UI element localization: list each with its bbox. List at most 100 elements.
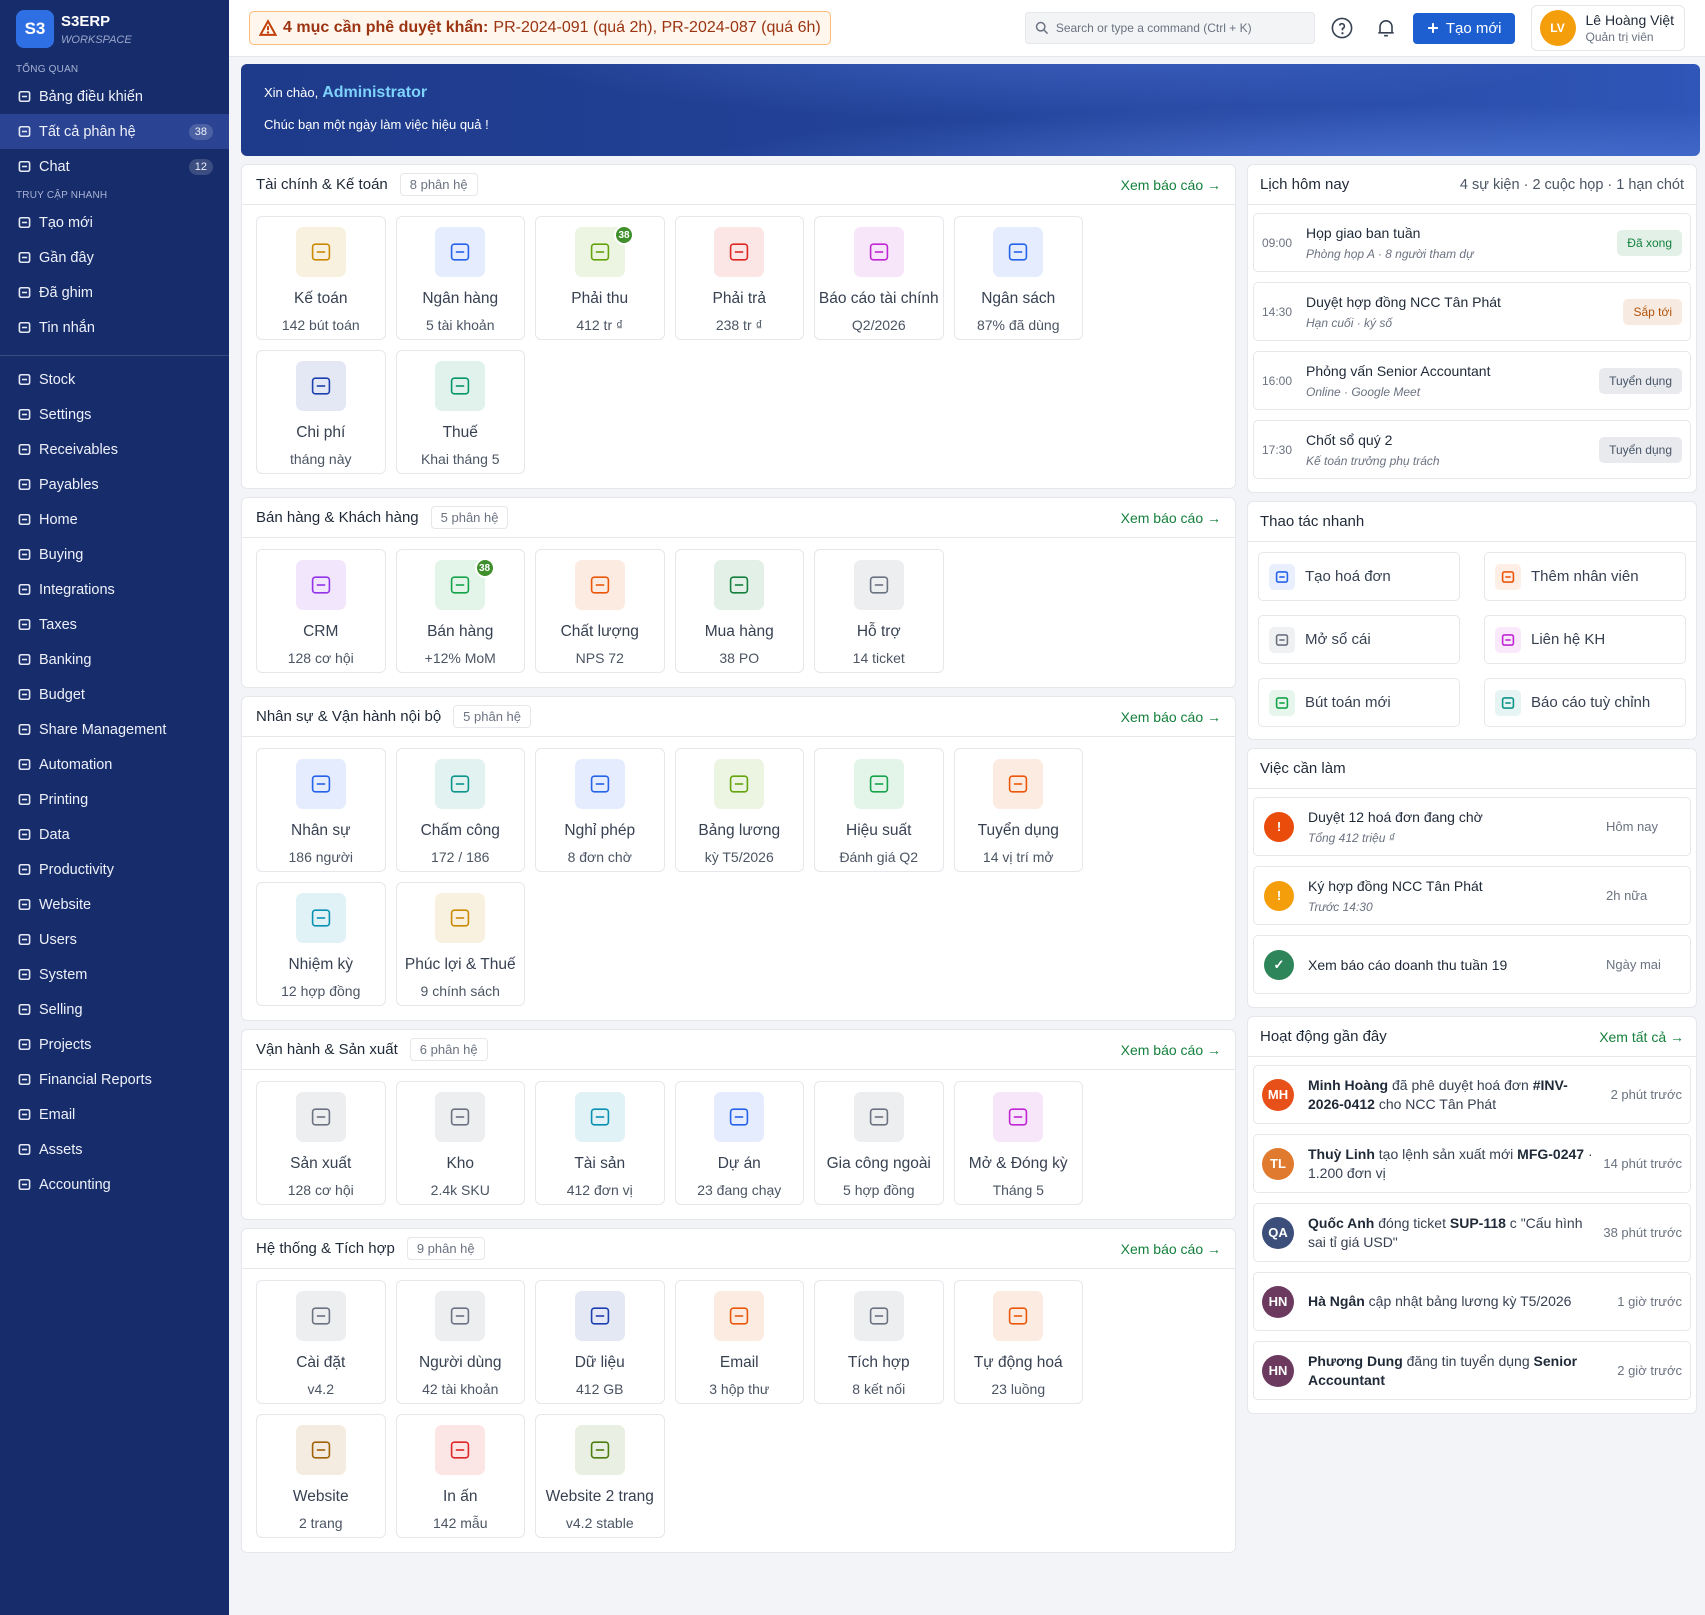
nav-item[interactable]: Financial Reports — [0, 1062, 229, 1097]
module-tile[interactable]: Mở & Đóng kỳ Tháng 5 — [953, 1081, 1083, 1205]
nav-item[interactable]: Payables — [0, 467, 229, 502]
event[interactable]: 17:30 Chốt sổ quý 2 Kế toán trưởng phụ trá… — [1253, 420, 1691, 479]
module-tile[interactable]: Nghỉ phép 8 đơn chờ — [535, 748, 665, 872]
module-tile[interactable]: Tuyển dụng 14 vị trí mở — [953, 748, 1083, 872]
nav-item[interactable]: Accounting — [0, 1167, 229, 1202]
event[interactable]: 09:00 Họp giao ban tuần Phòng họp A · 8 ng… — [1253, 213, 1691, 272]
module-tile[interactable]: Chấm công 172 / 186 — [395, 748, 525, 872]
module-tile[interactable]: Website 2 trang v4.2 stable — [535, 1414, 665, 1538]
activity-item[interactable]: MH Minh Hoàng đã phê duyệt hoá đơn #INV-2… — [1253, 1065, 1691, 1124]
group-link[interactable]: Xem báo cáo → — [1120, 509, 1221, 526]
nav-item[interactable]: Buying — [0, 537, 229, 572]
search[interactable]: Search or type a command (Ctrl + K) — [1024, 12, 1315, 44]
module-tile[interactable]: Mua hàng 38 PO — [674, 549, 804, 673]
group-link[interactable]: Xem báo cáo → — [1120, 1240, 1221, 1257]
module-tile[interactable]: Tích hợp 8 kết nối — [814, 1280, 944, 1404]
module-tile[interactable]: Dữ liệu 412 GB — [535, 1280, 665, 1404]
module-tile[interactable]: Gia công ngoài 5 hợp đồng — [814, 1081, 944, 1205]
icon-shape — [18, 251, 31, 264]
module-tile[interactable]: Phúc lợi & Thuế 9 chính sách — [395, 882, 525, 1006]
module-tile[interactable]: Sản xuất 128 cơ hội — [256, 1081, 386, 1205]
nav-item[interactable]: Selling — [0, 992, 229, 1027]
activity-item[interactable]: HN Hà Ngân cập nhật bảng lương kỳ T5/2026… — [1253, 1272, 1691, 1331]
module-tile[interactable]: Chất lượng NPS 72 — [535, 549, 665, 673]
quick-action[interactable]: Liên hệ KH — [1484, 615, 1686, 664]
activity-link[interactable]: Xem tất cả → — [1599, 1028, 1684, 1045]
icon-shape — [590, 1441, 609, 1459]
nav-item[interactable]: Tạo mới — [0, 205, 229, 240]
module-tile[interactable]: Email 3 hộp thư — [674, 1280, 804, 1404]
group-link[interactable]: Xem báo cáo → — [1120, 176, 1221, 193]
module-tile[interactable]: 38 Bán hàng +12% MoM — [395, 549, 525, 673]
nav-item[interactable]: Budget — [0, 677, 229, 712]
nav-item[interactable]: Settings — [0, 397, 229, 432]
module-tile[interactable]: Kế toán 142 bút toán — [256, 216, 386, 340]
nav-item[interactable]: Productivity — [0, 852, 229, 887]
nav-item[interactable]: Tất cả phân hệ 38 — [0, 114, 229, 149]
todo-item[interactable]: ✓ Xem báo cáo doanh thu tuần 19 Ngày mai — [1253, 935, 1691, 994]
nav-item[interactable]: Stock — [0, 362, 229, 397]
nav-item[interactable]: Users — [0, 922, 229, 957]
module-tile[interactable]: Ngân hàng 5 tài khoản — [395, 216, 525, 340]
module-tile[interactable]: Kho 2.4k SKU — [395, 1081, 525, 1205]
nav-item[interactable]: Assets — [0, 1132, 229, 1167]
user[interactable]: LV Lê Hoàng Việt Quản trị viên — [1530, 5, 1685, 51]
quick-action[interactable]: Thêm nhân viên — [1484, 552, 1686, 601]
module-tile[interactable]: Dự án 23 đang chạy — [674, 1081, 804, 1205]
activity-item[interactable]: QA Quốc Anh đóng ticket SUP-118 c "Cấu hì… — [1253, 1203, 1691, 1262]
nav-item[interactable]: Tin nhắn — [0, 310, 229, 345]
module-tile[interactable]: CRM 128 cơ hội — [256, 549, 386, 673]
nav-item[interactable]: System — [0, 957, 229, 992]
quick-action[interactable]: Bút toán mới — [1258, 678, 1460, 727]
nav-item[interactable]: Home — [0, 502, 229, 537]
nav-item[interactable]: Integrations — [0, 572, 229, 607]
nav-item[interactable]: Share Management — [0, 712, 229, 747]
module-tile[interactable]: Website 2 trang — [256, 1414, 386, 1538]
nav-item[interactable]: Banking — [0, 642, 229, 677]
nav-item[interactable]: Chat 12 — [0, 149, 229, 184]
module-tile[interactable]: Báo cáo tài chính Q2/2026 — [814, 216, 944, 340]
nav-item[interactable]: Taxes — [0, 607, 229, 642]
module-tile[interactable]: 38 Phải thu 412 tr ₫ — [535, 216, 665, 340]
nav-item[interactable]: Receivables — [0, 432, 229, 467]
activity-item[interactable]: TL Thuỳ Linh tạo lệnh sản xuất mới MFG-02… — [1253, 1134, 1691, 1193]
todo-item[interactable]: ! Duyệt 12 hoá đơn đang chờ Tổng 412 triệu… — [1253, 797, 1691, 856]
module-tile[interactable]: Phải trả 238 tr ₫ — [674, 216, 804, 340]
module-tile[interactable]: Thuế Khai tháng 5 — [395, 350, 525, 474]
todo-item[interactable]: ! Ký hợp đồng NCC Tân Phát Trước 14:30 2h n… — [1253, 866, 1691, 925]
quick-action[interactable]: Tạo hoá đơn — [1258, 552, 1460, 601]
module-tile[interactable]: Hiệu suất Đánh giá Q2 — [814, 748, 944, 872]
quick-action[interactable]: Mở sổ cái — [1258, 615, 1460, 664]
group-link[interactable]: Xem báo cáo → — [1120, 1041, 1221, 1058]
group-link[interactable]: Xem báo cáo → — [1120, 708, 1221, 725]
activity-item[interactable]: HN Phương Dung đăng tin tuyển dụng Senior… — [1253, 1341, 1691, 1400]
module-tile[interactable]: Tự động hoá 23 luồng — [953, 1280, 1083, 1404]
module-tile[interactable]: Ngân sách 87% đã dùng — [953, 216, 1083, 340]
icon-shape — [1275, 570, 1289, 583]
activity-text: Quốc Anh đóng ticket SUP-118 c "Cấu hình… — [1308, 1214, 1598, 1252]
bell-button[interactable] — [1369, 11, 1403, 45]
nav-item[interactable]: Website — [0, 887, 229, 922]
module-tile[interactable]: Bảng lương kỳ T5/2026 — [674, 748, 804, 872]
quick-action[interactable]: Báo cáo tuỳ chỉnh — [1484, 678, 1686, 727]
module-tile[interactable]: Nhiệm kỳ 12 hợp đồng — [256, 882, 386, 1006]
help-button[interactable] — [1325, 11, 1359, 45]
nav-item[interactable]: Projects — [0, 1027, 229, 1062]
module-tile[interactable]: Người dùng 42 tài khoản — [395, 1280, 525, 1404]
module-tile[interactable]: Tài sản 412 đơn vị — [535, 1081, 665, 1205]
module-tile[interactable]: Chi phí tháng này — [256, 350, 386, 474]
module-tile[interactable]: Hỗ trợ 14 ticket — [814, 549, 944, 673]
event[interactable]: 14:30 Duyệt hợp đồng NCC Tân Phát Hạn cuối… — [1253, 282, 1691, 341]
create-button[interactable]: Tạo mới — [1412, 12, 1515, 44]
nav-item[interactable]: Gần đây — [0, 240, 229, 275]
nav-item[interactable]: Printing — [0, 782, 229, 817]
nav-item[interactable]: Data — [0, 817, 229, 852]
module-tile[interactable]: Nhân sự 186 người — [256, 748, 386, 872]
nav-item[interactable]: Email — [0, 1097, 229, 1132]
module-tile[interactable]: Cài đặt v4.2 — [256, 1280, 386, 1404]
module-tile[interactable]: In ấn 142 mẫu — [395, 1414, 525, 1538]
nav-item[interactable]: Automation — [0, 747, 229, 782]
nav-item[interactable]: Đã ghim — [0, 275, 229, 310]
nav-item[interactable]: Bảng điều khiển — [0, 79, 229, 114]
event[interactable]: 16:00 Phỏng vấn Senior Accountant Online ·… — [1253, 351, 1691, 410]
